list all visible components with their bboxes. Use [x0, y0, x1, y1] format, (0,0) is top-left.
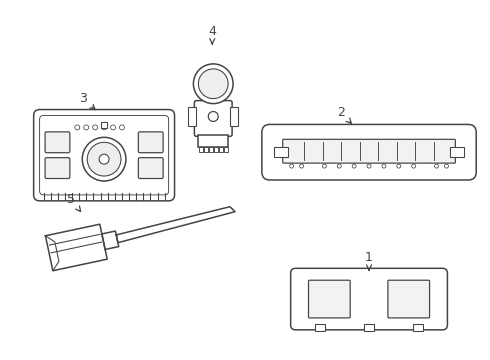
Circle shape	[322, 164, 326, 168]
FancyBboxPatch shape	[45, 158, 70, 179]
Circle shape	[75, 125, 80, 130]
Bar	[316, 324, 325, 331]
FancyBboxPatch shape	[291, 268, 447, 330]
Circle shape	[93, 125, 98, 130]
Bar	[413, 324, 422, 331]
Text: 3: 3	[79, 92, 95, 110]
FancyBboxPatch shape	[309, 280, 350, 318]
Circle shape	[367, 164, 371, 168]
Circle shape	[299, 164, 303, 168]
Text: 4: 4	[208, 24, 216, 44]
Text: 2: 2	[337, 106, 351, 123]
Bar	[364, 324, 374, 331]
Bar	[101, 122, 107, 129]
Bar	[450, 147, 465, 157]
Circle shape	[382, 164, 386, 168]
Circle shape	[111, 125, 116, 130]
Circle shape	[101, 125, 107, 130]
Bar	[204, 147, 208, 152]
Bar	[189, 107, 196, 126]
Circle shape	[198, 69, 228, 99]
FancyBboxPatch shape	[45, 132, 70, 153]
FancyBboxPatch shape	[195, 100, 232, 136]
Circle shape	[99, 154, 109, 164]
Polygon shape	[102, 231, 119, 249]
Circle shape	[352, 164, 356, 168]
Text: 5: 5	[67, 193, 81, 211]
Circle shape	[444, 164, 448, 168]
Circle shape	[194, 64, 233, 104]
FancyBboxPatch shape	[138, 132, 163, 153]
Circle shape	[82, 137, 126, 181]
FancyBboxPatch shape	[34, 109, 174, 201]
Circle shape	[120, 125, 124, 130]
Bar	[274, 147, 288, 157]
FancyBboxPatch shape	[388, 280, 430, 318]
Circle shape	[84, 125, 89, 130]
Bar	[209, 147, 213, 152]
FancyBboxPatch shape	[262, 125, 476, 180]
Polygon shape	[46, 224, 107, 271]
Circle shape	[397, 164, 401, 168]
FancyBboxPatch shape	[283, 139, 455, 163]
Bar	[214, 147, 218, 152]
Bar	[199, 147, 203, 152]
Bar	[230, 107, 238, 126]
Bar	[198, 135, 228, 147]
Circle shape	[412, 164, 416, 168]
Circle shape	[435, 164, 439, 168]
Circle shape	[208, 112, 218, 121]
Circle shape	[87, 142, 121, 176]
Text: 1: 1	[365, 251, 373, 270]
Bar	[224, 147, 228, 152]
FancyBboxPatch shape	[138, 158, 163, 179]
Bar	[219, 147, 223, 152]
Polygon shape	[116, 207, 235, 243]
Circle shape	[337, 164, 341, 168]
Circle shape	[290, 164, 294, 168]
